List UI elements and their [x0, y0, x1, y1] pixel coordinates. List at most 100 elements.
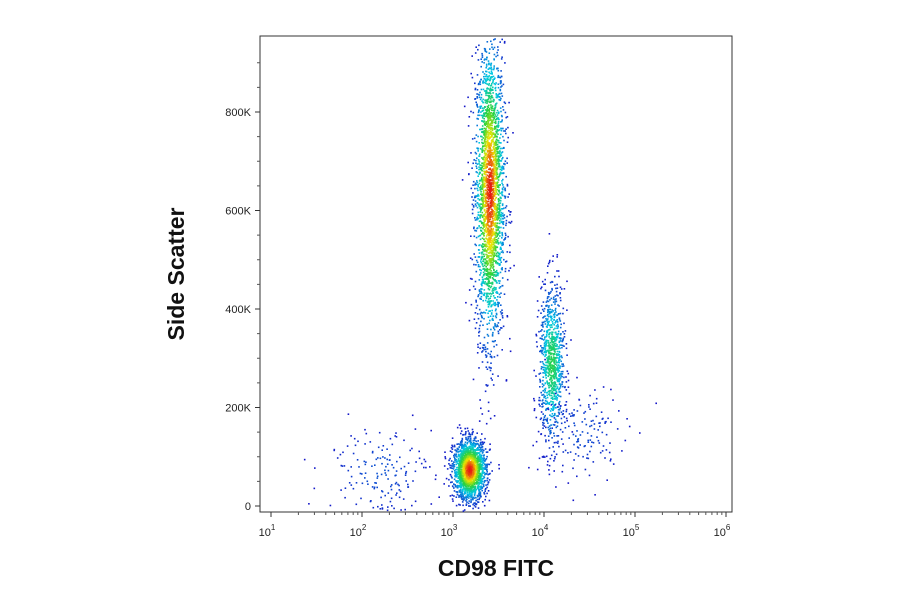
event-dot	[480, 314, 483, 317]
event-dot	[550, 324, 553, 326]
event-dot	[487, 181, 489, 184]
event-dot	[460, 489, 462, 492]
event-dot	[546, 394, 548, 397]
event-dot	[541, 456, 544, 458]
event-dot	[481, 200, 484, 203]
event-dot	[493, 58, 495, 61]
event-dot	[486, 471, 488, 473]
event-dot	[478, 446, 481, 448]
event-dot	[490, 143, 493, 145]
event-dot	[482, 81, 484, 83]
event-dot	[491, 211, 493, 213]
event-dot	[496, 299, 498, 301]
event-dot	[485, 122, 487, 125]
event-dot	[555, 348, 558, 350]
event-dot	[470, 303, 473, 306]
event-dot	[557, 411, 560, 414]
event-dot	[472, 192, 474, 194]
event-dot	[477, 476, 479, 478]
event-dot	[476, 106, 479, 108]
event-dot	[549, 352, 552, 354]
event-dot	[548, 365, 551, 367]
event-dot	[479, 274, 481, 276]
event-dot	[494, 155, 496, 158]
event-dot	[489, 98, 492, 100]
event-dot	[490, 88, 493, 91]
event-dot	[500, 327, 502, 329]
event-dot	[488, 245, 491, 247]
event-dot	[502, 242, 504, 244]
event-dot	[491, 233, 493, 236]
event-dot	[470, 480, 472, 483]
event-dot	[497, 86, 500, 89]
event-dot	[483, 113, 486, 116]
event-dot	[473, 476, 476, 478]
event-dot	[504, 206, 507, 209]
event-dot	[468, 495, 471, 498]
event-dot	[493, 153, 495, 155]
event-dot	[492, 233, 494, 236]
event-dot	[546, 400, 548, 403]
event-dot	[486, 323, 488, 325]
event-dot	[485, 66, 487, 69]
event-dot	[535, 375, 537, 377]
event-dot	[476, 96, 478, 98]
event-dot	[501, 56, 503, 58]
event-dot	[550, 315, 553, 318]
event-dot	[542, 376, 545, 378]
event-dot	[539, 372, 542, 375]
event-dot	[486, 251, 488, 253]
event-dot	[541, 321, 544, 324]
event-dot	[488, 220, 491, 223]
event-dot	[466, 459, 468, 461]
event-dot	[460, 471, 463, 474]
event-dot	[488, 142, 490, 144]
event-dot	[483, 493, 486, 495]
event-dot	[483, 117, 485, 120]
event-dot	[486, 113, 488, 115]
event-dot	[490, 262, 492, 264]
event-dot	[480, 407, 482, 410]
event-dot	[558, 361, 560, 364]
event-dot	[486, 249, 488, 252]
event-dot	[547, 339, 549, 342]
event-dot	[483, 170, 485, 173]
event-dot	[474, 445, 476, 448]
event-dot	[548, 293, 550, 295]
event-dot	[554, 456, 556, 458]
event-dot	[484, 78, 487, 80]
event-dot	[491, 170, 493, 173]
event-dot	[549, 315, 552, 317]
event-dot	[542, 402, 545, 404]
event-dot	[500, 268, 503, 270]
event-dot	[506, 315, 509, 318]
event-dot	[454, 459, 456, 462]
event-dot	[477, 462, 479, 464]
event-dot	[501, 316, 504, 319]
event-dot	[473, 488, 476, 491]
event-dot	[557, 347, 559, 350]
event-dot	[486, 125, 488, 128]
event-dot	[464, 470, 466, 473]
event-dot	[474, 491, 477, 494]
event-dot	[486, 91, 488, 93]
event-dot	[492, 100, 495, 103]
event-dot	[490, 133, 493, 136]
event-dot	[495, 274, 498, 277]
event-dot	[451, 481, 453, 483]
event-dot	[486, 282, 488, 285]
event-dot	[468, 319, 471, 322]
event-dot	[556, 379, 559, 382]
event-dot	[491, 162, 493, 165]
event-dot	[500, 152, 503, 154]
event-dot	[549, 358, 552, 361]
event-dot	[493, 121, 496, 124]
event-dot	[484, 269, 486, 272]
event-dot	[506, 315, 509, 317]
event-dot	[481, 441, 484, 443]
event-dot	[474, 280, 477, 283]
event-dot	[448, 463, 450, 465]
event-dot	[484, 465, 487, 467]
event-dot	[455, 504, 458, 507]
event-dot	[545, 301, 548, 303]
